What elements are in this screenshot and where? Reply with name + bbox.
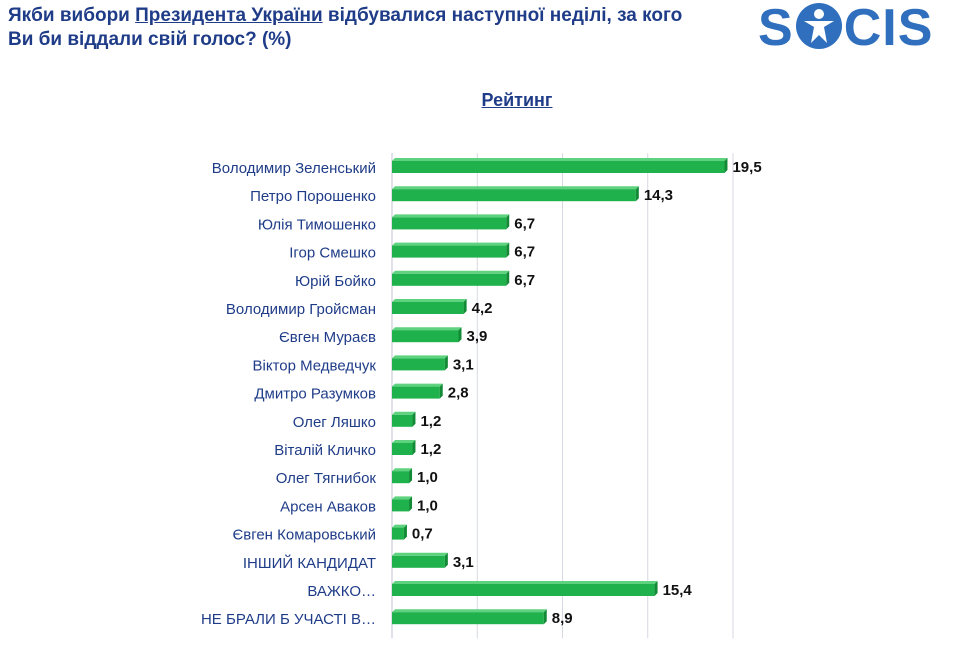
bar	[392, 555, 445, 568]
bar-top-face	[392, 186, 639, 190]
value-label: 4,2	[472, 300, 493, 317]
question-link: Президента України	[135, 5, 323, 26]
bar	[392, 527, 404, 540]
bar	[392, 443, 413, 455]
value-label: 2,8	[448, 385, 469, 402]
category-label: Євген Комаровський	[232, 527, 376, 544]
bar	[392, 499, 410, 512]
chart-title: Рейтинг	[481, 90, 553, 110]
bar-top-face	[392, 552, 448, 556]
question-part1: Якби вибори	[8, 5, 136, 26]
category-label: Олег Тягнибок	[276, 470, 377, 487]
bar-end-face	[444, 355, 448, 371]
category-label: Віктор Медведчук	[253, 357, 377, 374]
bar	[392, 302, 464, 314]
bar-end-face	[412, 440, 416, 455]
logo-letters-cis: CIS	[843, 0, 934, 57]
category-label: Дмитро Разумков	[254, 386, 376, 403]
category-label: НЕ БРАЛИ Б УЧАСТІ В…	[201, 611, 376, 628]
value-label: 6,7	[514, 215, 535, 232]
bar-top-face	[392, 524, 407, 528]
value-label: 6,7	[514, 244, 535, 261]
value-label: 15,4	[663, 582, 693, 599]
bar-top-face	[392, 440, 416, 443]
bar-end-face	[506, 242, 510, 258]
bar	[392, 584, 655, 596]
bar-top-face	[392, 383, 443, 387]
bar	[392, 471, 410, 484]
bar-end-face	[506, 214, 510, 230]
bar-end-face	[635, 186, 639, 202]
value-label: 1,2	[420, 441, 441, 458]
value-label: 3,1	[453, 356, 474, 373]
bar	[392, 612, 544, 625]
bar-end-face	[463, 299, 467, 314]
bar-end-face	[403, 524, 407, 540]
bar-top-face	[392, 299, 467, 302]
bar-end-face	[412, 411, 416, 427]
socis-logo: S CIS	[758, 0, 963, 56]
category-label: Ігор Смешко	[289, 245, 376, 262]
value-label: 3,9	[466, 328, 487, 345]
bar-top-face	[392, 468, 413, 472]
bar-top-face	[392, 496, 413, 500]
bar	[392, 386, 440, 399]
category-label: Віталій Кличко	[274, 442, 376, 459]
bar-top-face	[392, 609, 547, 613]
value-label: 19,5	[732, 159, 761, 176]
bar-top-face	[392, 242, 510, 246]
bar	[392, 161, 725, 173]
category-label: ВАЖКО…	[307, 583, 376, 600]
category-label: Володимир Гройсман	[226, 301, 376, 318]
value-label: 6,7	[514, 272, 535, 289]
value-label: 8,9	[552, 610, 573, 627]
category-label: Арсен Аваков	[280, 498, 376, 515]
bar	[392, 245, 507, 258]
bar	[392, 217, 507, 230]
bar-top-face	[392, 270, 510, 274]
bar	[392, 330, 459, 343]
bar-end-face	[444, 552, 448, 568]
category-label: Юлія Тимошенко	[258, 216, 376, 233]
category-label: Юрій Бойко	[295, 273, 376, 290]
logo-letter-s: S	[758, 0, 794, 57]
bar-top-face	[392, 411, 416, 415]
bar-end-face	[409, 496, 413, 512]
question-part2: відбувалися наступної неділі, за кого Ви…	[8, 5, 683, 50]
value-label: 1,0	[417, 469, 438, 486]
category-label: Євген Мураєв	[279, 329, 376, 346]
bar-end-face	[506, 270, 510, 286]
category-label: Петро Порошенко	[250, 188, 376, 205]
logo-person-icon	[795, 3, 842, 49]
bar-end-face	[439, 383, 443, 399]
value-label: 3,1	[453, 554, 474, 571]
category-label: ІНШИЙ КАНДИДАТ	[243, 554, 376, 572]
bar-top-face	[392, 355, 448, 359]
bar	[392, 273, 507, 286]
bar	[392, 414, 413, 427]
bar-end-face	[458, 327, 462, 343]
value-label: 14,3	[644, 187, 673, 204]
bar-end-face	[543, 609, 547, 625]
value-label: 0,7	[412, 526, 433, 543]
category-label: Володимир Зеленський	[212, 160, 376, 177]
bar	[392, 358, 445, 371]
value-label: 1,2	[420, 413, 441, 430]
question-title: Якби вибори Президента України відбували…	[8, 4, 708, 52]
bar	[392, 189, 636, 202]
bar-top-face	[392, 581, 658, 584]
bar-top-face	[392, 214, 510, 218]
bar-end-face	[409, 468, 413, 484]
bar-top-face	[392, 158, 728, 161]
value-label: 1,0	[417, 497, 438, 514]
bar-top-face	[392, 327, 462, 331]
category-label: Олег Ляшко	[293, 414, 376, 431]
bar-end-face	[654, 581, 658, 596]
bar-end-face	[724, 158, 728, 173]
